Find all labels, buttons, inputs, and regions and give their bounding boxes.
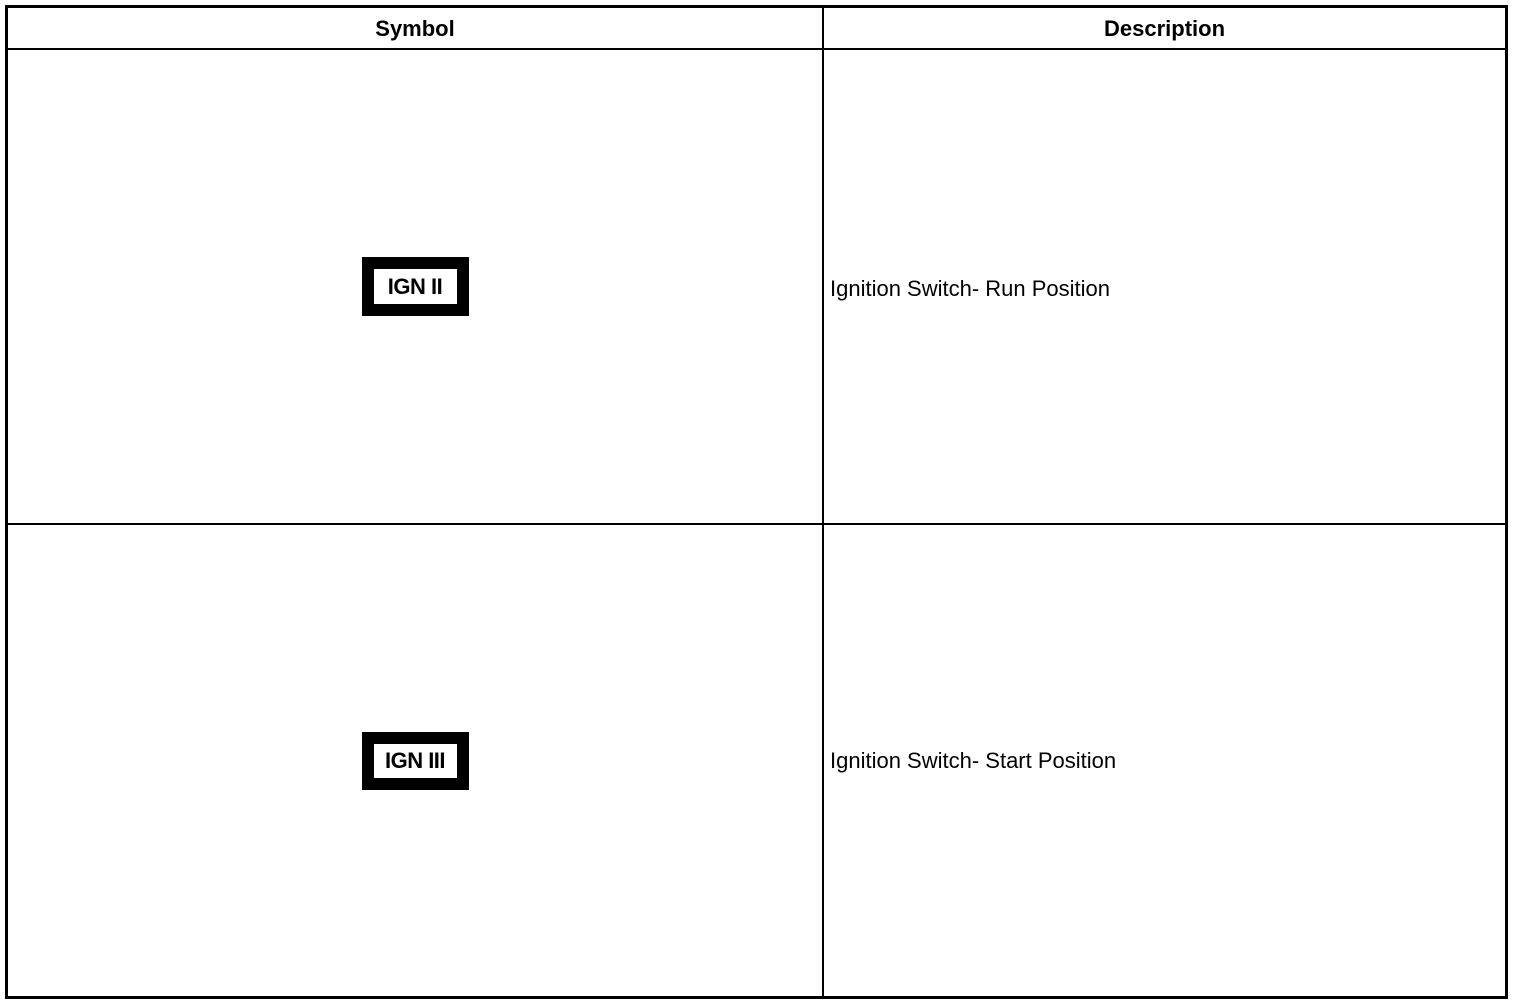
column-divider xyxy=(822,8,824,996)
description-cell: Ignition Switch- Start Position xyxy=(830,747,1117,773)
symbol-table: Symbol Description IGN II Ignition Switc… xyxy=(5,5,1508,999)
header-description: Description xyxy=(1103,16,1226,41)
table-row: IGN III Ignition Switch- Start Position xyxy=(8,525,1505,996)
ign-iii-symbol: IGN III xyxy=(361,731,469,790)
header-symbol: Symbol xyxy=(375,16,455,41)
ign-ii-symbol: IGN II xyxy=(361,257,469,316)
description-cell: Ignition Switch- Run Position xyxy=(830,275,1111,301)
table-header: Symbol Description xyxy=(8,8,1505,50)
table-row: IGN II Ignition Switch- Run Position xyxy=(8,50,1505,525)
